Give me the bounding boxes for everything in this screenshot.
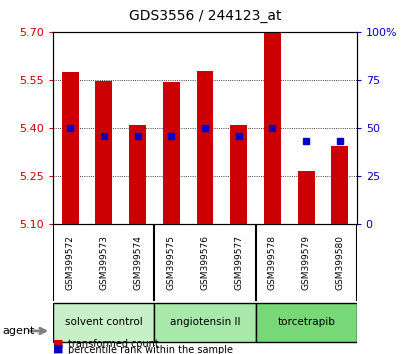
Text: GSM399580: GSM399580 — [335, 235, 344, 291]
Bar — [129, 125, 146, 224]
Bar — [62, 72, 79, 224]
Text: GSM399575: GSM399575 — [166, 235, 175, 291]
Text: ■: ■ — [53, 339, 64, 349]
Bar — [330, 145, 347, 224]
Text: GSM399572: GSM399572 — [65, 235, 74, 290]
Text: ■: ■ — [53, 344, 64, 354]
Text: transformed count: transformed count — [67, 339, 158, 349]
Text: angiotensin II: angiotensin II — [169, 316, 240, 326]
Text: GSM399573: GSM399573 — [99, 235, 108, 291]
Bar — [297, 171, 314, 224]
Text: GSM399579: GSM399579 — [301, 235, 310, 291]
Bar — [162, 82, 179, 224]
Bar — [196, 71, 213, 224]
Text: agent: agent — [2, 326, 34, 336]
FancyBboxPatch shape — [53, 303, 154, 342]
FancyBboxPatch shape — [154, 303, 255, 342]
Bar — [263, 32, 280, 224]
Bar — [95, 80, 112, 224]
FancyBboxPatch shape — [255, 303, 356, 342]
Text: GSM399578: GSM399578 — [267, 235, 276, 291]
Text: GDS3556 / 244123_at: GDS3556 / 244123_at — [128, 9, 281, 23]
Text: torcetrapib: torcetrapib — [276, 316, 334, 326]
Text: solvent control: solvent control — [65, 316, 142, 326]
Bar — [230, 125, 247, 224]
Text: percentile rank within the sample: percentile rank within the sample — [67, 345, 232, 354]
Text: GSM399577: GSM399577 — [234, 235, 243, 291]
Text: GSM399576: GSM399576 — [200, 235, 209, 291]
Text: GSM399574: GSM399574 — [133, 235, 142, 290]
